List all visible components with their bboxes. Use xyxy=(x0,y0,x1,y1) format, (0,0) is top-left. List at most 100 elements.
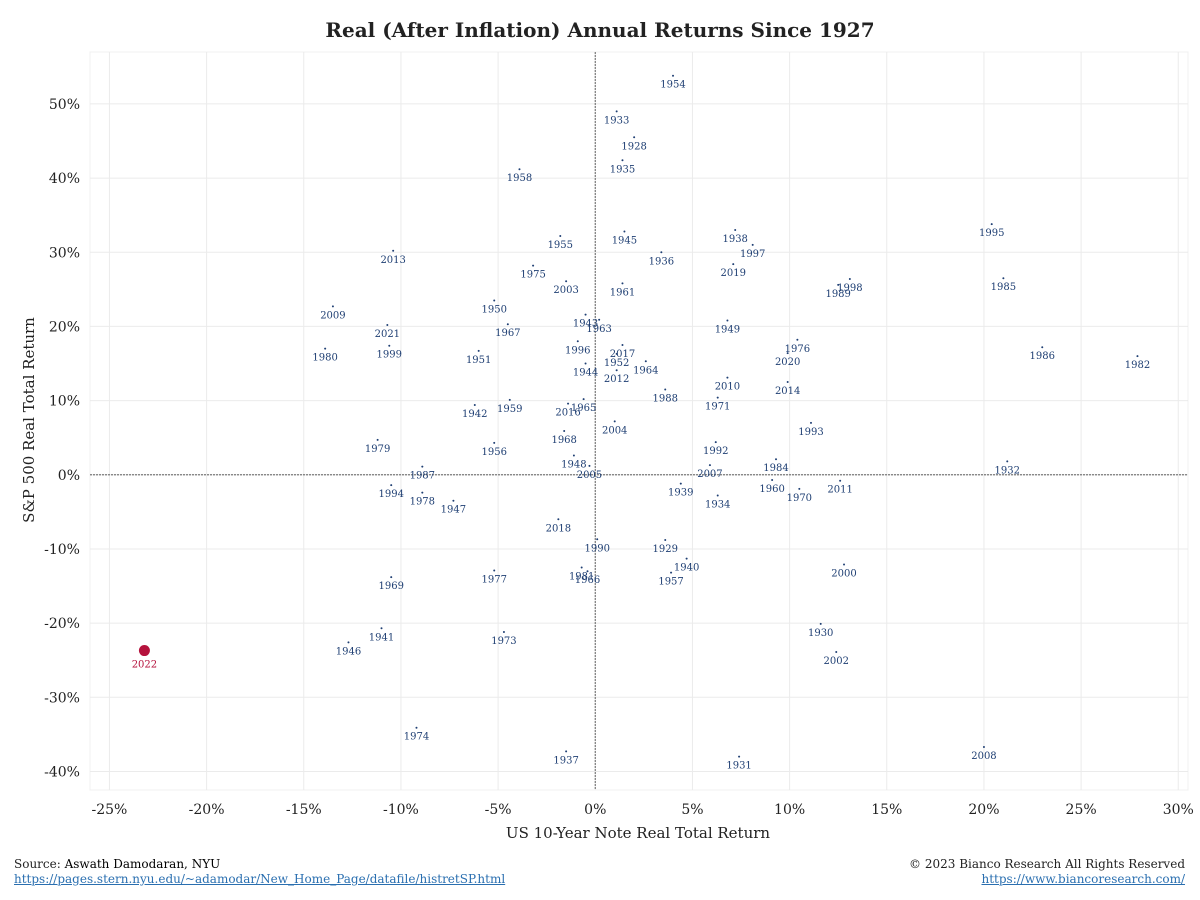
year-label-1977: 1977 xyxy=(481,574,506,585)
point-1950 xyxy=(493,299,496,302)
point-1978 xyxy=(421,491,424,494)
point-1997 xyxy=(751,243,754,246)
point-1995 xyxy=(990,223,993,226)
point-1935 xyxy=(621,159,624,162)
point-1930 xyxy=(819,622,822,625)
point-1975 xyxy=(532,264,535,267)
year-label-1961: 1961 xyxy=(610,287,635,298)
year-label-1988: 1988 xyxy=(653,393,678,404)
point-1993 xyxy=(809,421,812,424)
year-label-1940: 1940 xyxy=(674,563,699,574)
point-1936 xyxy=(660,251,663,254)
point-1941 xyxy=(380,627,383,630)
y-tick-label: -30% xyxy=(44,690,80,706)
point-1933 xyxy=(615,110,618,113)
year-label-1947: 1947 xyxy=(441,505,466,516)
source-name: Aswath Damodaran, NYU xyxy=(64,857,221,871)
source-line: Source: Aswath Damodaran, NYU xyxy=(14,857,505,872)
year-label-1957: 1957 xyxy=(658,577,683,588)
y-tick-label: 40% xyxy=(49,171,80,187)
point-2019 xyxy=(732,263,735,266)
year-label-1963: 1963 xyxy=(586,324,611,335)
year-label-1992: 1992 xyxy=(703,446,728,457)
year-label-1978: 1978 xyxy=(410,497,435,508)
point-1939 xyxy=(679,482,682,485)
point-1945 xyxy=(623,230,626,233)
point-2004 xyxy=(613,420,616,423)
point-1987 xyxy=(421,465,424,468)
year-label-1965: 1965 xyxy=(571,403,596,414)
year-label-2005: 2005 xyxy=(577,470,602,481)
point-2022 xyxy=(138,645,150,657)
y-tick-label: 50% xyxy=(49,97,80,113)
year-label-1979: 1979 xyxy=(365,444,390,455)
x-tick-label: 30% xyxy=(1163,802,1194,818)
year-label-1951: 1951 xyxy=(466,355,491,366)
zero-axes xyxy=(90,52,1188,790)
point-1955 xyxy=(559,234,562,237)
point-1996 xyxy=(576,340,579,343)
year-label-1943: 1943 xyxy=(573,319,598,330)
point-1989 xyxy=(837,283,840,286)
year-label-1980: 1980 xyxy=(312,353,337,364)
year-label-1931: 1931 xyxy=(726,761,751,772)
x-axis-ticks: -25% -20% -15% -10% -5% 0% 5% 10% 15% 20% 25% 30% xyxy=(92,802,1194,818)
year-label-1942: 1942 xyxy=(462,409,487,420)
point-1977 xyxy=(493,569,496,572)
year-label-1944: 1944 xyxy=(573,368,598,379)
point-1992 xyxy=(714,441,717,444)
year-label-1959: 1959 xyxy=(497,404,522,415)
point-1952 xyxy=(615,352,618,355)
year-label-1998: 1998 xyxy=(837,283,862,294)
year-label-2018: 2018 xyxy=(546,523,571,534)
year-label-1928: 1928 xyxy=(621,141,646,152)
year-label-1982: 1982 xyxy=(1125,360,1150,371)
year-label-1955: 1955 xyxy=(548,240,573,251)
year-label-1969: 1969 xyxy=(378,581,403,592)
year-label-1993: 1993 xyxy=(798,427,823,438)
source-footer: Source: Aswath Damodaran, NYU https://pa… xyxy=(14,857,505,887)
year-label-2014: 2014 xyxy=(775,386,800,397)
y-tick-label: -40% xyxy=(44,764,80,780)
year-label-1964: 1964 xyxy=(633,365,658,376)
year-label-1975: 1975 xyxy=(520,270,545,281)
year-label-1974: 1974 xyxy=(404,732,429,743)
point-2012 xyxy=(615,369,618,372)
point-1960 xyxy=(771,478,774,481)
point-1948 xyxy=(572,454,575,457)
x-tick-label: -25% xyxy=(92,802,128,818)
x-tick-label: 0% xyxy=(584,802,606,818)
y-tick-label: 10% xyxy=(49,394,80,410)
x-tick-label: -20% xyxy=(189,802,225,818)
year-label-2000: 2000 xyxy=(831,569,856,580)
year-label-1958: 1958 xyxy=(507,173,532,184)
x-tick-label: -10% xyxy=(383,802,419,818)
year-label-2020: 2020 xyxy=(775,357,800,368)
point-1958 xyxy=(518,168,521,171)
point-1970 xyxy=(798,487,801,490)
year-label-1930: 1930 xyxy=(808,628,833,639)
year-label-1996: 1996 xyxy=(565,345,590,356)
point-2007 xyxy=(708,464,711,467)
data-points: 1954 1933 1928 1935 1958 1995 1945 1938 1955 1997… xyxy=(132,74,1150,772)
point-2003 xyxy=(565,280,568,283)
year-label-2013: 2013 xyxy=(380,255,405,266)
year-label-1937: 1937 xyxy=(553,755,578,766)
y-tick-label: 20% xyxy=(49,319,80,335)
point-1934 xyxy=(716,494,719,497)
source-link[interactable]: https://pages.stern.nyu.edu/~adamodar/Ne… xyxy=(14,872,506,886)
point-1976 xyxy=(796,338,799,341)
year-label-2009: 2009 xyxy=(320,310,345,321)
year-label-1936: 1936 xyxy=(649,256,674,267)
point-1949 xyxy=(726,319,729,322)
point-1928 xyxy=(633,136,636,139)
year-label-1941: 1941 xyxy=(369,632,394,643)
point-2005 xyxy=(588,464,591,467)
point-1944 xyxy=(584,362,587,365)
x-tick-label: 15% xyxy=(871,802,902,818)
year-label-1954: 1954 xyxy=(660,80,685,91)
year-label-1966: 1966 xyxy=(575,575,600,586)
site-link[interactable]: https://www.biancoresearch.com/ xyxy=(981,872,1185,886)
y-tick-label: -10% xyxy=(44,542,80,558)
grid xyxy=(89,51,1189,791)
